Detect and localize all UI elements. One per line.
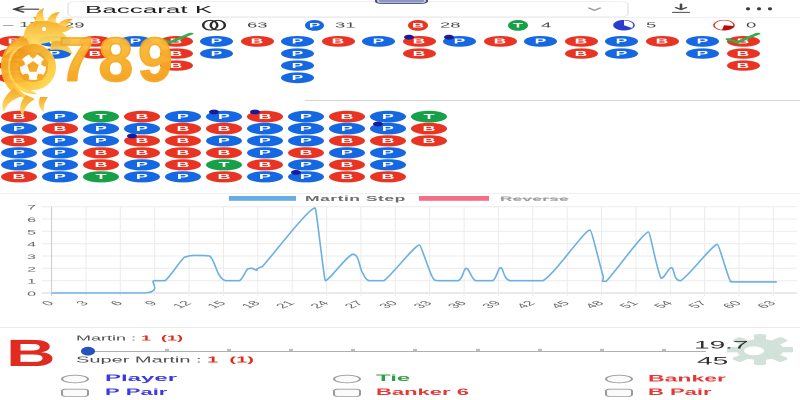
svg-text:7: 7: [27, 204, 36, 212]
svg-text:45: 45: [547, 299, 573, 310]
svg-text:54: 54: [651, 299, 677, 310]
svg-text:15: 15: [204, 299, 230, 310]
svg-text:6: 6: [107, 299, 126, 307]
svg-text:18: 18: [238, 299, 264, 310]
svg-text:60: 60: [719, 299, 745, 310]
svg-text:63: 63: [754, 299, 780, 310]
svg-text:0: 0: [38, 299, 57, 307]
svg-text:30: 30: [376, 299, 402, 310]
svg-text:3: 3: [73, 299, 92, 307]
svg-text:57: 57: [685, 299, 711, 310]
svg-text:39: 39: [479, 299, 505, 310]
svg-text:48: 48: [582, 299, 608, 310]
svg-text:12: 12: [169, 299, 195, 310]
svg-text:51: 51: [616, 299, 642, 310]
svg-text:5: 5: [27, 228, 36, 236]
svg-text:2: 2: [27, 265, 36, 273]
svg-text:24: 24: [307, 299, 333, 310]
svg-text:1: 1: [27, 278, 36, 286]
svg-text:21: 21: [272, 299, 298, 310]
svg-text:0: 0: [27, 290, 36, 298]
svg-text:4: 4: [27, 241, 36, 249]
svg-text:33: 33: [410, 299, 436, 310]
svg-text:6: 6: [27, 216, 36, 224]
svg-text:3: 3: [27, 253, 36, 261]
svg-text:42: 42: [513, 299, 539, 310]
svg-text:9: 9: [141, 299, 160, 307]
svg-text:36: 36: [444, 299, 470, 310]
svg-text:27: 27: [341, 299, 367, 310]
